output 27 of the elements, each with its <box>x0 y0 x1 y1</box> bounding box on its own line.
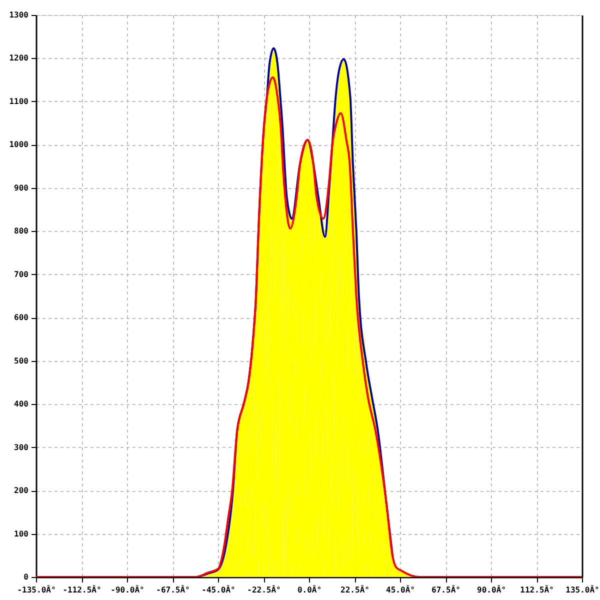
y-tick-label: 300 <box>14 442 29 452</box>
x-tick-label: -45.0Â° <box>202 584 236 594</box>
y-tick-label: 700 <box>14 270 29 279</box>
y-tick-label: 800 <box>14 226 29 236</box>
y-tick-label: 1300 <box>9 10 29 20</box>
x-tick-label: -90.0Â° <box>110 584 144 594</box>
x-tick-label: -112.5Â° <box>62 584 102 594</box>
y-tick-label: 0 <box>24 572 29 582</box>
x-tick-label: -135.0Â° <box>17 584 56 594</box>
x-tick-label: 0.0Â° <box>297 584 322 594</box>
x-tick-label: 90.0Â° <box>477 584 506 594</box>
x-tick-label: 22.5Â° <box>340 584 370 594</box>
x-tick-label: 45.0Â° <box>386 584 415 594</box>
x-tick-label: -67.5Â° <box>156 584 190 594</box>
y-tick-label: 500 <box>14 356 29 366</box>
y-tick-label: 400 <box>14 400 29 409</box>
x-tick-label: 112.5Â° <box>520 584 554 594</box>
y-tick-label: 1200 <box>9 54 29 63</box>
x-tick-label: 135.0Â° <box>566 584 600 594</box>
y-tick-label: 900 <box>14 183 29 192</box>
y-tick-label: 600 <box>14 313 29 322</box>
y-tick-label: 1000 <box>9 140 29 150</box>
y-tick-label: 1100 <box>9 96 29 106</box>
y-tick-label: 200 <box>14 486 29 496</box>
x-tick-label: 67.5Â° <box>432 584 460 594</box>
y-tick-label: 100 <box>14 529 29 538</box>
x-tick-label: -22.5Â° <box>247 584 281 594</box>
